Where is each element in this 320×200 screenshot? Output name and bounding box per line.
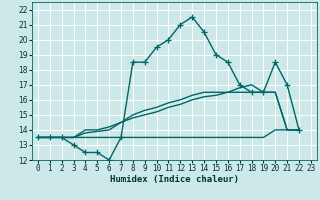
X-axis label: Humidex (Indice chaleur): Humidex (Indice chaleur) [110, 175, 239, 184]
